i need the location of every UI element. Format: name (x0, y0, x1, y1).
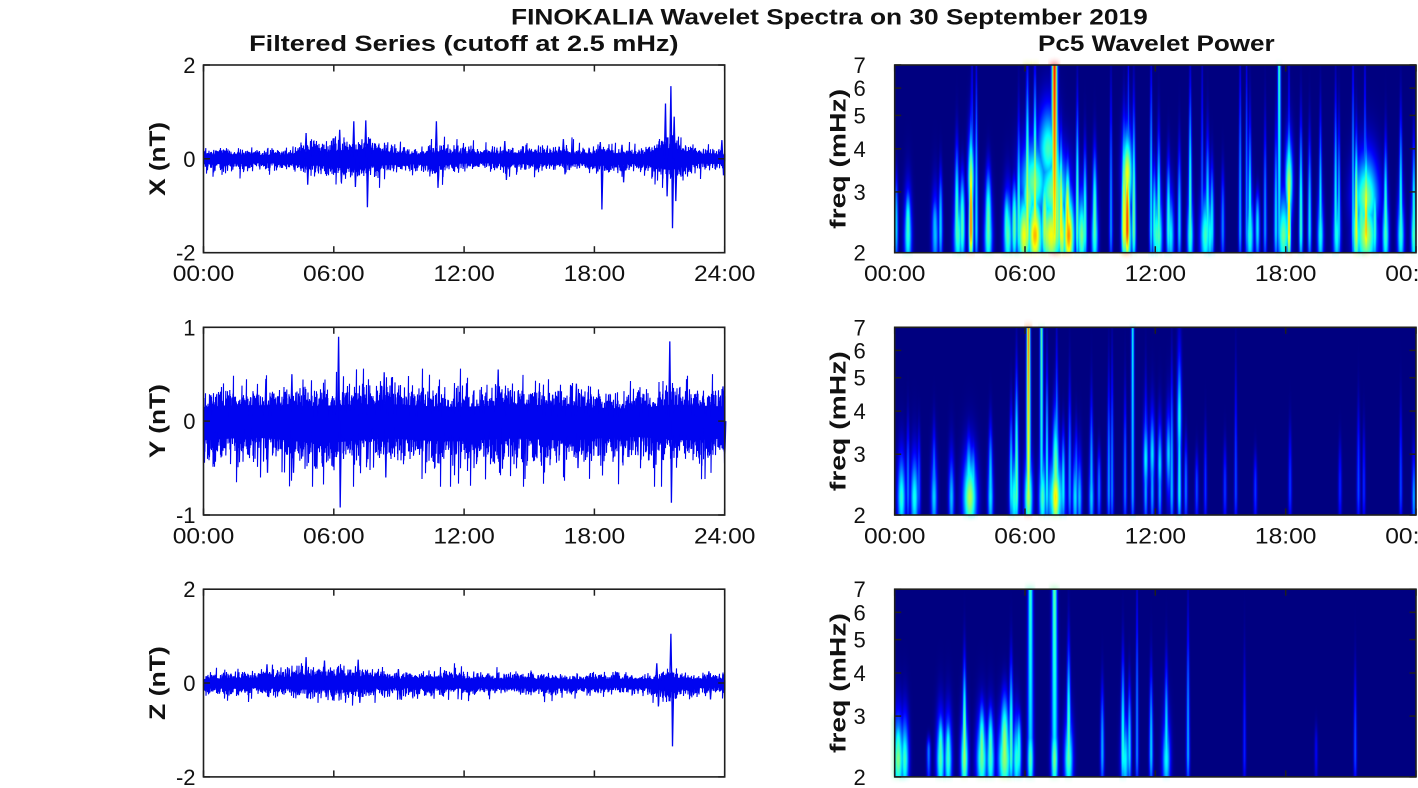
svg-text:Filtered Series (cutoff at 2.5: Filtered Series (cutoff at 2.5 mHz) (249, 31, 678, 56)
svg-text:12:00: 12:00 (1125, 261, 1187, 286)
svg-text:6: 6 (854, 600, 866, 625)
svg-text:FINOKALIA Wavelet Spectra on 3: FINOKALIA Wavelet Spectra on 30 Septembe… (511, 5, 1148, 30)
svg-text:00:00: 00:00 (1385, 524, 1418, 549)
svg-text:6: 6 (854, 338, 866, 363)
svg-text:18:00: 18:00 (1255, 261, 1317, 286)
svg-text:Z (nT): Z (nT) (145, 646, 170, 720)
svg-text:2: 2 (183, 577, 195, 602)
svg-text:4: 4 (854, 399, 866, 424)
svg-text:12:00: 12:00 (433, 261, 495, 286)
svg-text:4: 4 (854, 137, 866, 162)
svg-text:0: 0 (183, 671, 195, 696)
svg-text:7: 7 (854, 315, 866, 340)
svg-text:06:00: 06:00 (303, 261, 365, 286)
svg-text:freq (mHz): freq (mHz) (826, 613, 851, 753)
svg-text:18:00: 18:00 (564, 261, 626, 286)
svg-text:2: 2 (183, 53, 195, 78)
svg-text:7: 7 (854, 53, 866, 78)
svg-text:00:00: 00:00 (864, 261, 926, 286)
svg-text:1: 1 (183, 315, 195, 340)
svg-text:5: 5 (854, 103, 866, 128)
svg-text:12:00: 12:00 (433, 524, 495, 549)
svg-text:12:00: 12:00 (1125, 524, 1187, 549)
svg-text:-2: -2 (176, 241, 196, 266)
svg-text:00:00: 00:00 (864, 524, 926, 549)
svg-text:X (nT): X (nT) (145, 122, 170, 196)
svg-text:00:00: 00:00 (173, 261, 235, 286)
svg-text:5: 5 (854, 366, 866, 391)
svg-text:0: 0 (183, 147, 195, 172)
svg-text:06:00: 06:00 (303, 524, 365, 549)
svg-text:-2: -2 (176, 765, 196, 788)
svg-text:5: 5 (854, 628, 866, 653)
svg-text:3: 3 (854, 704, 866, 729)
svg-text:00:00: 00:00 (173, 524, 235, 549)
svg-text:2: 2 (854, 241, 866, 266)
svg-text:2: 2 (854, 503, 866, 528)
svg-text:Y (nT): Y (nT) (145, 384, 170, 458)
svg-text:00:00: 00:00 (1385, 261, 1418, 286)
svg-text:24:00: 24:00 (694, 524, 756, 549)
svg-text:freq (mHz): freq (mHz) (826, 89, 851, 229)
svg-text:3: 3 (854, 442, 866, 467)
svg-text:06:00: 06:00 (994, 524, 1056, 549)
svg-text:06:00: 06:00 (994, 261, 1056, 286)
svg-text:24:00: 24:00 (694, 261, 756, 286)
svg-text:Pc5 Wavelet Power: Pc5 Wavelet Power (1038, 31, 1275, 56)
svg-text:4: 4 (854, 661, 866, 686)
svg-text:6: 6 (854, 76, 866, 101)
svg-text:18:00: 18:00 (1255, 524, 1317, 549)
svg-text:18:00: 18:00 (564, 524, 626, 549)
svg-text:3: 3 (854, 180, 866, 205)
svg-text:2: 2 (854, 765, 866, 788)
svg-text:7: 7 (854, 577, 866, 602)
svg-text:0: 0 (183, 409, 195, 434)
svg-text:freq (mHz): freq (mHz) (826, 351, 851, 491)
svg-text:-1: -1 (176, 503, 196, 528)
